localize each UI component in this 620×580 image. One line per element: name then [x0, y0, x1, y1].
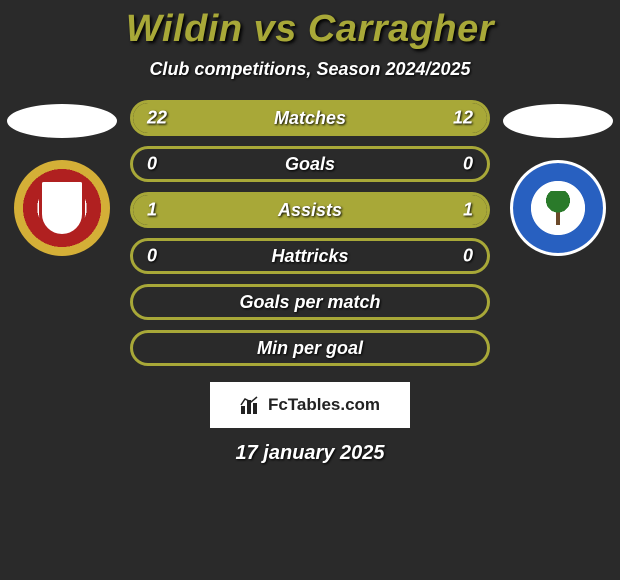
stat-value-left: 1 [147, 200, 157, 221]
stat-row: 22 12 Matches [130, 100, 490, 136]
source-logo: FcTables.com [210, 382, 410, 428]
content-row: 22 12 Matches 0 0 Goals 1 1 Assists 0 0 Hattricks Go… [0, 100, 620, 366]
team-badge-right [510, 160, 606, 256]
player-photo-placeholder-left [7, 104, 117, 138]
date-label: 17 january 2025 [236, 442, 385, 465]
stat-label: Assists [278, 200, 342, 221]
stat-row: Goals per match [130, 284, 490, 320]
stat-row: Min per goal [130, 330, 490, 366]
bars-icon [240, 396, 262, 414]
stats-list: 22 12 Matches 0 0 Goals 1 1 Assists 0 0 Hattricks Go… [130, 100, 490, 366]
player-photo-placeholder-right [503, 104, 613, 138]
stat-value-left: 0 [147, 246, 157, 267]
stat-row: 0 0 Goals [130, 146, 490, 182]
stat-value-right: 12 [453, 108, 473, 129]
right-column [498, 100, 618, 256]
comparison-card: Wildin vs Carragher Club competitions, S… [0, 0, 620, 465]
stat-label: Goals per match [239, 292, 380, 313]
stat-value-right: 1 [463, 200, 473, 221]
stat-value-right: 0 [463, 246, 473, 267]
source-logo-text: FcTables.com [268, 395, 380, 415]
stat-label: Hattricks [271, 246, 348, 267]
stat-label: Matches [274, 108, 346, 129]
stat-row: 0 0 Hattricks [130, 238, 490, 274]
stat-value-right: 0 [463, 154, 473, 175]
page-title: Wildin vs Carragher [126, 8, 494, 51]
stat-value-left: 0 [147, 154, 157, 175]
stat-label: Goals [285, 154, 335, 175]
stat-label: Min per goal [257, 338, 363, 359]
subtitle: Club competitions, Season 2024/2025 [149, 59, 470, 80]
left-column [2, 100, 122, 256]
team-badge-left [14, 160, 110, 256]
stat-row: 1 1 Assists [130, 192, 490, 228]
tree-icon [544, 191, 572, 225]
stat-value-left: 22 [147, 108, 167, 129]
